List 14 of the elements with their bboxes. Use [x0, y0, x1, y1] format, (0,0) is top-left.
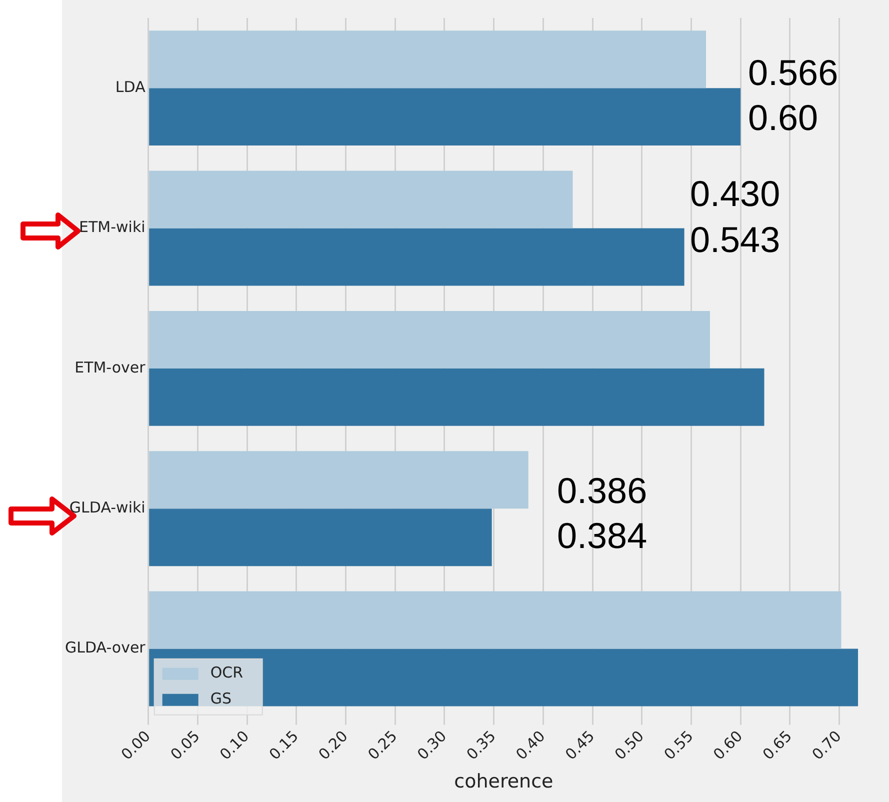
annotation: 0.430 [690, 172, 780, 214]
y-tick-label: GLDA-wiki [69, 498, 146, 516]
annotation: 0.60 [748, 96, 818, 138]
y-tick-label: GLDA-over [64, 638, 146, 657]
annotation: 0.384 [557, 514, 648, 556]
y-tick-label: LDA [115, 78, 146, 96]
annotation: 0.566 [748, 52, 838, 93]
y-tick-label: ETM-over [74, 358, 146, 376]
annotation: 0.543 [690, 218, 780, 260]
x-axis-title: coherence [454, 770, 554, 793]
legend-label: OCR [210, 664, 244, 682]
y-tick-label: ETM-wiki [79, 218, 146, 236]
annotation: 0.386 [557, 470, 648, 511]
legend-label: GS [210, 690, 232, 708]
